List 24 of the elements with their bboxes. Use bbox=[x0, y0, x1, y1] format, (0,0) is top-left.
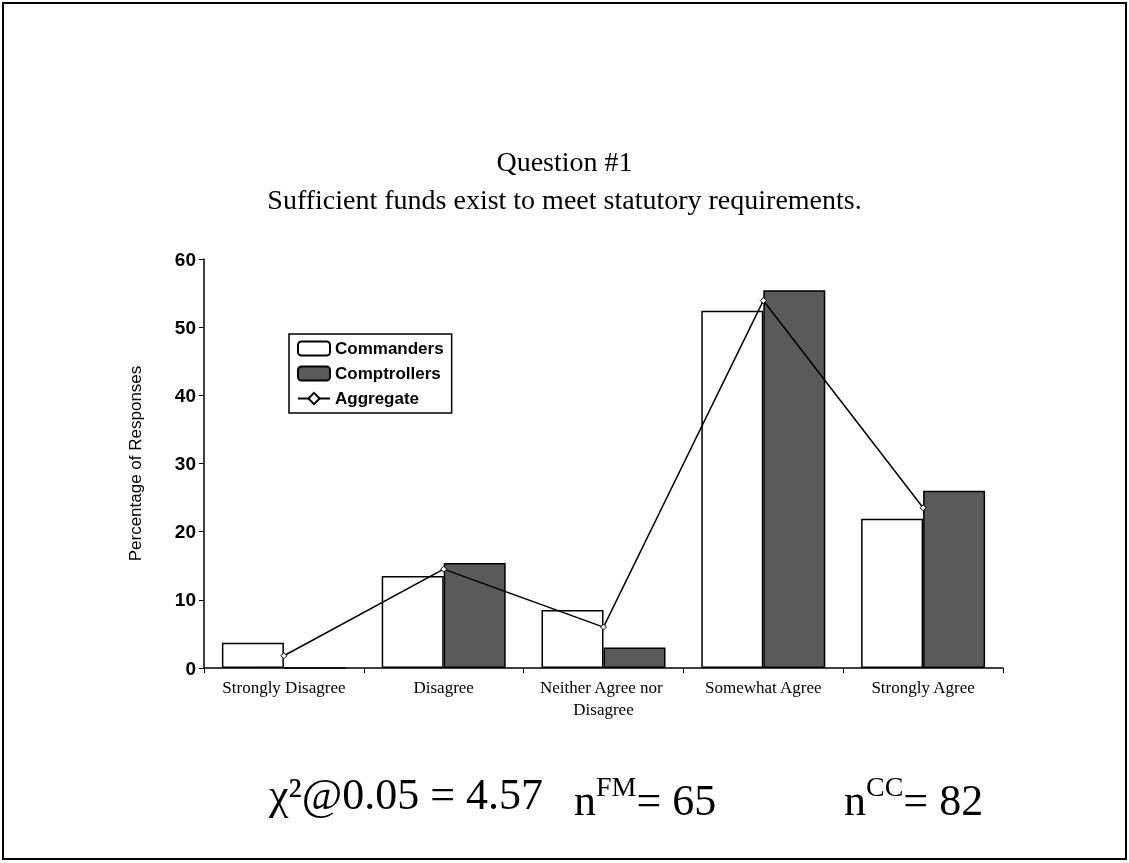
y-tick-label: 50 bbox=[174, 316, 196, 338]
point bbox=[919, 504, 927, 512]
x-tick-label: Strongly Agree bbox=[871, 677, 975, 697]
point bbox=[759, 297, 767, 305]
x-tick-label: Somewhat Agree bbox=[705, 677, 822, 697]
y-tick-label: 0 bbox=[185, 657, 196, 679]
legend-label: Aggregate bbox=[335, 389, 420, 408]
point bbox=[440, 565, 448, 573]
point bbox=[280, 652, 288, 660]
y-tick-label: 20 bbox=[174, 521, 196, 543]
x-tick-label: Strongly Disagree bbox=[222, 677, 346, 697]
legend-label: Commanders bbox=[335, 339, 444, 358]
chart-subtitle: Sufficient funds exist to meet statutory requirements. bbox=[267, 183, 862, 215]
chart-title: Question #1 bbox=[496, 145, 633, 177]
y-tick-label: 30 bbox=[174, 453, 196, 474]
x-tick-label: Neither Agree nor Disagree bbox=[540, 677, 667, 719]
text: χ²@0.05 = 4.57 bbox=[268, 769, 544, 819]
y-tick-label: 10 bbox=[174, 589, 196, 611]
y-tick-label: 60 bbox=[174, 248, 196, 270]
legend-label: Comptrollers bbox=[335, 364, 441, 383]
y-tick-label: 40 bbox=[174, 384, 196, 406]
x-tick-label: Disagree bbox=[413, 677, 474, 697]
point bbox=[600, 623, 607, 631]
y-axis-title: Percentage of Responses bbox=[126, 365, 145, 562]
